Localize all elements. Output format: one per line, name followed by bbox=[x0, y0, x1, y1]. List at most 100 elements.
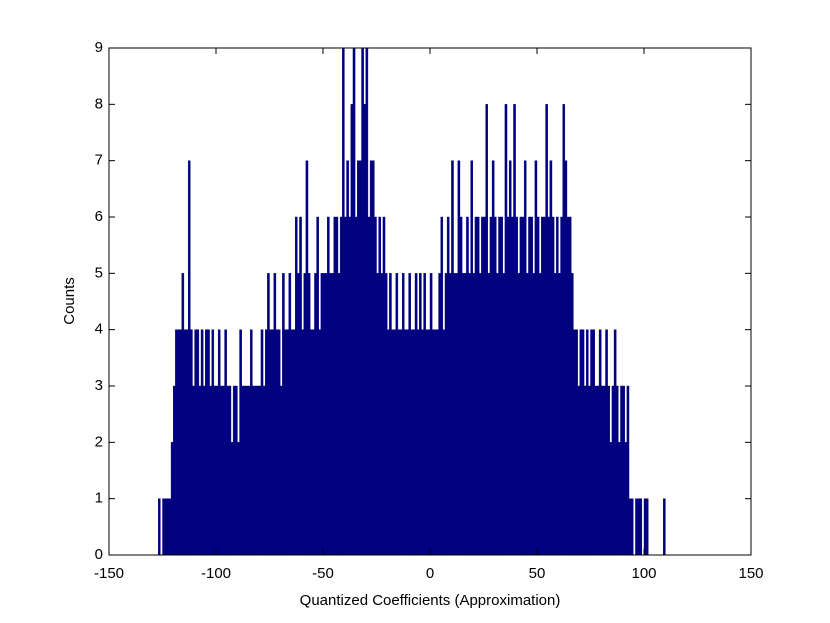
bar bbox=[575, 329, 578, 556]
bar bbox=[260, 329, 264, 556]
bar bbox=[312, 329, 315, 556]
bar bbox=[564, 160, 568, 556]
bar bbox=[596, 385, 600, 556]
bar bbox=[322, 273, 326, 556]
bar bbox=[170, 442, 174, 556]
bar bbox=[175, 329, 178, 556]
bar bbox=[327, 216, 330, 556]
bar bbox=[378, 216, 381, 556]
bar bbox=[457, 160, 461, 556]
bar bbox=[476, 216, 480, 556]
bar bbox=[292, 329, 296, 556]
bar bbox=[549, 160, 553, 556]
y-tick-label: 7 bbox=[95, 152, 103, 169]
bar bbox=[496, 273, 499, 556]
bar bbox=[284, 329, 287, 556]
bar bbox=[217, 329, 221, 556]
bar bbox=[397, 329, 401, 556]
bar bbox=[517, 273, 521, 556]
bar bbox=[613, 329, 617, 556]
bar bbox=[237, 442, 240, 556]
bar bbox=[508, 160, 512, 556]
bar bbox=[611, 385, 615, 556]
bar bbox=[194, 329, 197, 556]
bar bbox=[526, 273, 529, 556]
bar bbox=[474, 216, 478, 556]
bar bbox=[228, 385, 232, 556]
bar bbox=[628, 498, 632, 556]
bar bbox=[446, 216, 450, 556]
bar bbox=[320, 273, 324, 556]
bar bbox=[566, 216, 570, 556]
bar bbox=[224, 329, 227, 556]
bar bbox=[213, 385, 217, 556]
bar bbox=[635, 498, 638, 556]
bar bbox=[410, 329, 414, 556]
bar bbox=[384, 273, 388, 556]
x-tick-label: 0 bbox=[426, 565, 434, 582]
bar bbox=[202, 385, 206, 556]
bar bbox=[258, 385, 262, 556]
bar bbox=[586, 329, 589, 556]
bar bbox=[530, 216, 533, 556]
bar bbox=[466, 216, 469, 556]
bar bbox=[299, 216, 302, 556]
bar bbox=[481, 216, 484, 556]
bar bbox=[624, 442, 628, 556]
bar bbox=[346, 160, 349, 556]
bar bbox=[369, 160, 373, 556]
bar bbox=[598, 329, 602, 556]
x-tick-label: -50 bbox=[312, 565, 334, 582]
bar bbox=[222, 385, 225, 556]
x-axis-label: Quantized Coefficients (Approximation) bbox=[300, 592, 561, 609]
bar bbox=[361, 47, 364, 556]
bar bbox=[545, 104, 548, 556]
bar bbox=[220, 385, 223, 556]
bar bbox=[247, 385, 251, 556]
bar bbox=[639, 498, 643, 556]
bar bbox=[282, 273, 285, 556]
bar bbox=[560, 216, 563, 556]
bar bbox=[479, 273, 482, 556]
bar bbox=[215, 385, 219, 556]
bar bbox=[391, 329, 394, 556]
bar bbox=[483, 216, 486, 556]
bar bbox=[513, 104, 516, 556]
bar bbox=[558, 273, 561, 556]
bar bbox=[491, 160, 495, 556]
bar bbox=[444, 273, 448, 556]
bar bbox=[354, 216, 358, 556]
x-tick-label: 50 bbox=[529, 565, 546, 582]
bar bbox=[547, 216, 551, 556]
bar bbox=[637, 498, 640, 556]
bar bbox=[314, 273, 317, 556]
bar bbox=[541, 216, 544, 556]
bar bbox=[329, 273, 332, 556]
bar bbox=[273, 273, 277, 556]
bar bbox=[252, 385, 255, 556]
bar bbox=[573, 329, 576, 556]
bar bbox=[348, 216, 352, 556]
bar bbox=[196, 329, 200, 556]
bar bbox=[335, 216, 339, 556]
bar bbox=[532, 273, 536, 556]
bar bbox=[245, 385, 249, 556]
bar bbox=[324, 273, 328, 556]
bar bbox=[609, 442, 613, 556]
bar bbox=[342, 47, 345, 556]
bar bbox=[431, 329, 435, 556]
bar bbox=[211, 329, 215, 556]
bar bbox=[523, 160, 527, 556]
bar bbox=[254, 385, 257, 556]
bar bbox=[506, 216, 510, 556]
bar bbox=[372, 160, 375, 556]
bar bbox=[562, 104, 566, 556]
bar bbox=[551, 216, 555, 556]
bar bbox=[256, 385, 260, 556]
bar bbox=[459, 216, 463, 556]
bar bbox=[605, 329, 608, 556]
y-tick-label: 9 bbox=[95, 39, 103, 56]
y-tick-label: 0 bbox=[95, 546, 103, 563]
bar bbox=[399, 329, 403, 556]
x-tick-label: -100 bbox=[201, 565, 231, 582]
